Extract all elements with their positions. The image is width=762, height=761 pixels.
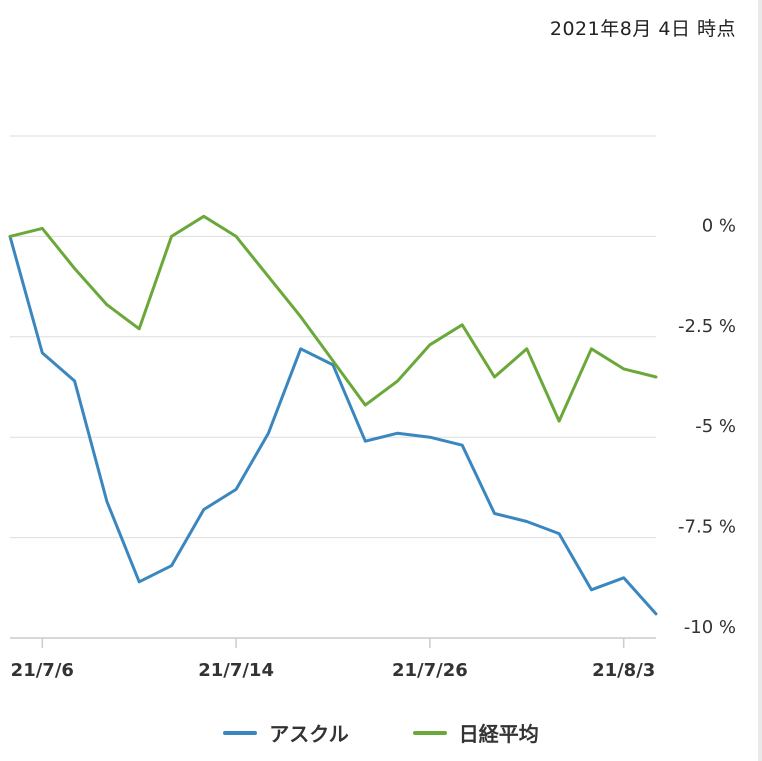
series-lines — [8, 214, 658, 616]
y-tick-label: -7.5 % — [678, 517, 736, 538]
series-line-1[interactable] — [8, 234, 658, 616]
y-tick-label: -5 % — [695, 416, 736, 437]
x-tick-label: 21/7/26 — [392, 660, 468, 681]
grid-lines — [10, 135, 656, 639]
x-tick-label: 21/7/6 — [11, 660, 74, 681]
y-axis-labels: 0 % -2.5 % -5 % -7.5 % -10 % — [678, 215, 736, 638]
series-line-2[interactable] — [8, 214, 658, 423]
y-tick-label: -10 % — [684, 617, 736, 638]
legend-swatch-askul — [223, 730, 258, 735]
line-chart: 0 %-2.5 %-5 %-7.5 %-10 % 21/7/6 21/7/14 21… — [8, 135, 736, 681]
legend-swatch-nikkei — [412, 730, 447, 735]
panel-edge — [758, 0, 762, 761]
x-tick-label: 21/7/14 — [198, 660, 274, 681]
legend-label-askul: アスクル — [269, 722, 349, 746]
y-tick-label: 0 % — [702, 215, 736, 236]
legend-item-nikkei[interactable]: 日経平均 — [412, 718, 539, 747]
x-axis: 21/7/6 21/7/14 21/7/26 21/8/3 — [11, 638, 655, 681]
x-tick-label: 21/8/3 — [592, 660, 655, 681]
legend: アスクル 日経平均 — [0, 718, 762, 747]
legend-item-askul[interactable]: アスクル — [223, 718, 349, 747]
legend-label-nikkei: 日経平均 — [458, 722, 539, 746]
as-of-date: 2021年8月 4日 時点 — [549, 18, 736, 40]
y-tick-label: -2.5 % — [678, 316, 736, 337]
